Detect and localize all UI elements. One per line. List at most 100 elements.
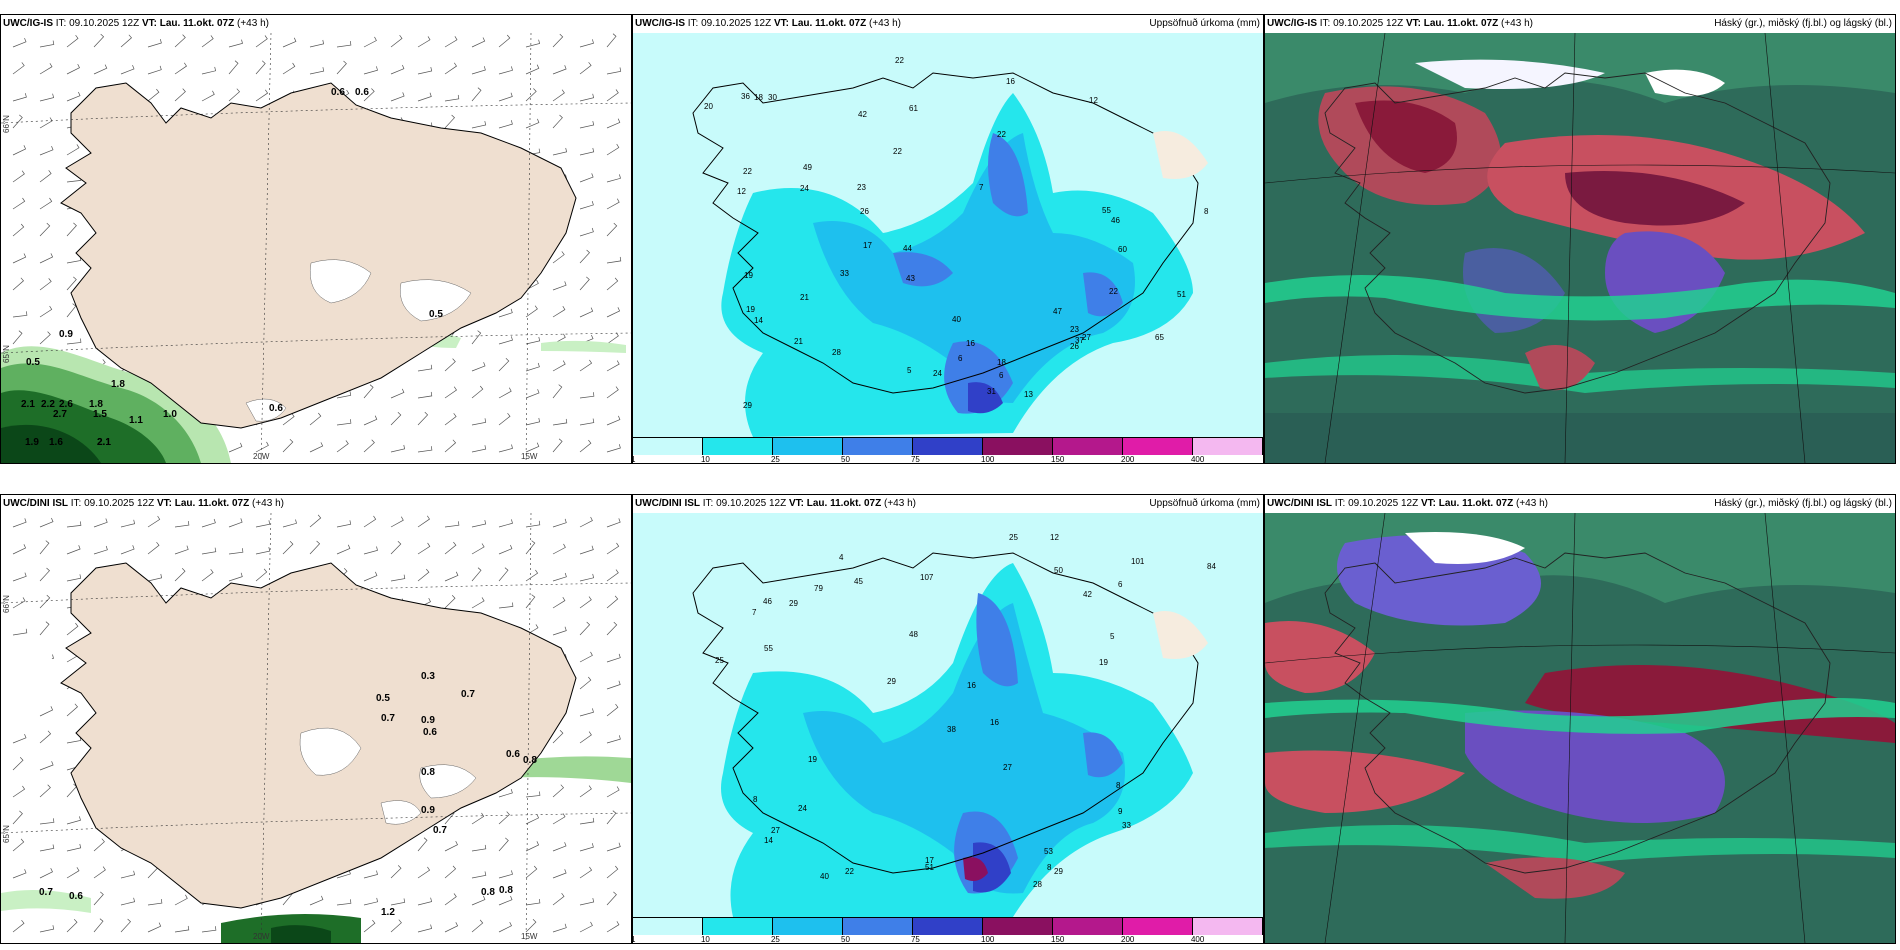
wind-barb [471,87,482,102]
wind-barb [417,897,433,906]
wind-barb [228,518,243,528]
precip-value-label: 19 [808,755,817,764]
wind-barb [498,308,513,318]
wind-barb [579,676,592,690]
wind-barb [579,921,593,933]
wind-value-label: 0.6 [69,891,83,902]
wind-barb [417,67,433,75]
wind-barb [498,336,513,345]
wind-barb [12,919,25,933]
wind-barb [66,867,80,879]
wind-barb [606,277,619,291]
wind-barb [417,866,431,879]
wind-barb [417,391,433,399]
precip-value-label: 8 [1047,863,1052,872]
wind-barb [12,170,25,183]
wind-value-label: 2.1 [21,399,35,410]
precip-value-label: 55 [764,644,773,653]
wind-barb [606,360,620,372]
precip-value-label: 24 [933,369,942,378]
wind-barb [39,621,50,636]
wind-barb [579,843,594,852]
wind-barb [525,64,540,75]
wind-barb [417,568,430,582]
precip-value-label: 60 [1118,245,1127,254]
precip-value-label: 27 [1003,763,1012,772]
wind-barb [255,35,268,48]
precip-value-label: 23 [1070,325,1079,334]
wind-barb [390,411,402,426]
wind-barb [363,439,375,453]
colorbar-cell [773,438,843,455]
wind-barb [498,870,513,879]
wind-barb [444,62,457,75]
wind-value-label: 2.6 [59,399,73,410]
wind-barb [39,925,55,933]
wind-barb [471,66,486,75]
wind-barb [552,626,567,636]
wind-barb [525,118,540,129]
wind-barb [498,92,513,102]
wind-barb [147,922,162,933]
wind-barb [39,331,51,345]
wind-barb [39,197,53,210]
wind-barb [579,898,595,906]
wind-panel-bottom: UWC/DINI ISL IT: 09.10.2025 12Z VT: Lau.… [0,494,632,944]
wind-barb [12,93,27,102]
wind-barb [39,868,53,879]
precip-value-label: 25 [715,656,724,665]
wind-barb [552,147,568,156]
wind-barb [552,360,566,372]
wind-barb [498,357,510,372]
precip-value-label: 22 [997,130,1006,139]
wind-barb [579,249,590,264]
wind-barb [579,516,593,528]
precip-value-label: 19 [1099,658,1108,667]
wind-barb [255,441,269,453]
wind-barb [606,786,620,798]
wind-barb [525,814,540,825]
wind-barb [174,894,188,906]
wind-map: 0.6 0.6 0.9 0.5 2.1 2.2 2.6 1.8 1.8 2.7 1.5 1.1 1.0 1… [1,33,631,463]
wind-barb [120,519,136,528]
wind-barb [552,384,563,399]
wind-barb [498,120,513,129]
wind-barb [606,256,622,264]
wind-barb [552,114,563,129]
precip-value-label: 40 [952,315,961,324]
wind-barb [444,386,457,399]
precip-value-label: 38 [947,725,956,734]
precip-value-label: 51 [1177,290,1186,299]
wind-barb [12,785,26,798]
wind-barb [390,64,405,75]
wind-barb [201,926,217,933]
wind-barb [390,865,402,879]
wind-barb [525,279,539,291]
wind-barb [498,921,512,933]
precip-value-label: 12 [1050,533,1059,542]
colorbar-tick-label: 200 [1121,935,1135,944]
precip-value-label: 29 [743,401,752,410]
precip-value-label: 65 [1155,333,1164,342]
wind-barb [363,384,374,399]
colorbar-cell [843,918,913,935]
precip-value-label: 14 [764,836,773,845]
wind-barb [498,811,510,825]
wind-barb [498,544,513,555]
wind-barb [606,518,621,528]
wind-barb [255,89,269,102]
wind-barb [417,515,430,528]
wind-barb [12,733,27,744]
wind-barb [174,925,190,933]
colorbar-tick-label: 1 [633,455,635,463]
wind-barb [579,39,594,48]
wind-barb [552,543,566,555]
precip-value-label: 37 [1075,336,1084,345]
wind-barb [471,812,485,825]
cloud-map [1265,513,1895,943]
precip-value-label: 7 [752,608,757,617]
precip-value-label: 31 [987,387,996,396]
wind-barb [12,597,26,609]
precip-panel-bottom: UWC/DINI ISL IT: 09.10.2025 12Z VT: Lau.… [632,494,1264,944]
colorbar-tick-label: 75 [910,935,920,944]
